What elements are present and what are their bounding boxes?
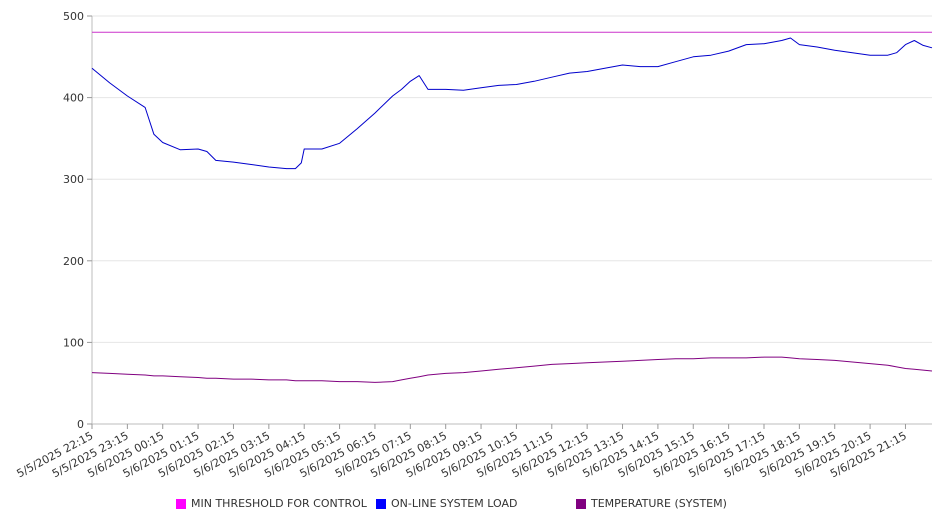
y-tick-label-0: 0 — [77, 418, 84, 431]
legend-swatch-temperature — [576, 498, 586, 509]
legend-label-min-threshold: MIN THRESHOLD FOR CONTROL — [191, 497, 367, 510]
y-tick-label-100: 100 — [63, 336, 84, 349]
series-lines — [91, 31, 933, 383]
legend-item-min-threshold[interactable]: MIN THRESHOLD FOR CONTROL — [176, 497, 367, 510]
axes — [91, 16, 932, 425]
legend: MIN THRESHOLD FOR CONTROL ON-LINE SYSTEM… — [0, 497, 946, 515]
y-tick-label-200: 200 — [63, 255, 84, 268]
y-tick-label-400: 400 — [63, 92, 84, 105]
legend-item-system-load[interactable]: ON-LINE SYSTEM LOAD — [376, 497, 517, 510]
grid-lines — [92, 15, 932, 343]
y-tick-label-300: 300 — [63, 173, 84, 186]
legend-swatch-system-load — [376, 498, 386, 509]
x-axis-ticks: 5/5/2025 22:155/5/2025 23:155/6/2025 00:… — [15, 424, 909, 480]
legend-swatch-min-threshold — [176, 498, 186, 509]
y-tick-label-500: 500 — [63, 10, 84, 23]
series-line-temperature-system — [91, 356, 933, 383]
series-line-on-line-system-load — [91, 37, 933, 170]
y-axis-ticks: 0 100 200 300 400 500 — [63, 10, 92, 431]
legend-label-temperature: TEMPERATURE (SYSTEM) — [591, 497, 727, 510]
legend-item-temperature[interactable]: TEMPERATURE (SYSTEM) — [576, 497, 727, 510]
legend-label-system-load: ON-LINE SYSTEM LOAD — [391, 497, 518, 510]
